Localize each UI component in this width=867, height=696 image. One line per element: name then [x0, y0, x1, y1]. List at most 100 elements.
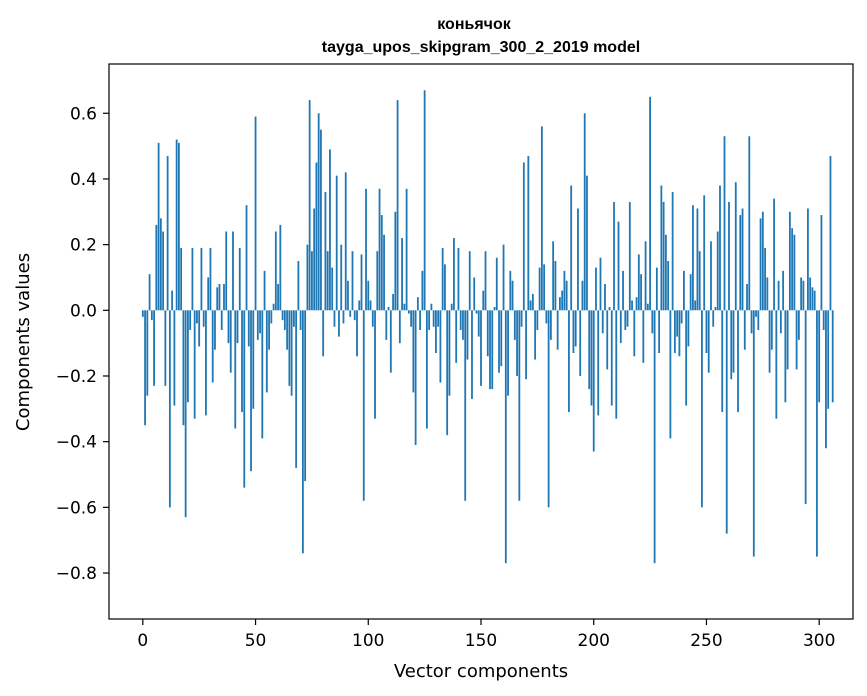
bar [714, 307, 717, 311]
bar-series [141, 90, 834, 564]
bar [435, 310, 437, 353]
bar [243, 310, 246, 488]
bar [155, 224, 158, 311]
bar [687, 310, 690, 347]
bar [764, 247, 766, 311]
bar [283, 310, 286, 330]
bar [455, 310, 458, 363]
bar [274, 231, 277, 311]
bar [791, 228, 794, 311]
bar [211, 310, 214, 383]
bar [437, 310, 440, 327]
bar [301, 310, 304, 554]
bar [407, 310, 410, 314]
bar [444, 264, 446, 311]
bar [205, 310, 207, 416]
bar [504, 310, 507, 564]
bar [631, 300, 633, 311]
bar [365, 188, 367, 311]
bar [737, 310, 739, 413]
bar [268, 310, 270, 350]
bar [214, 310, 216, 350]
bar [338, 310, 340, 337]
bar [304, 310, 307, 482]
bar [232, 231, 234, 311]
bar [522, 162, 525, 311]
bar [252, 310, 255, 409]
bar [468, 251, 471, 311]
bar [241, 310, 243, 413]
bar [162, 231, 165, 311]
bar [775, 310, 778, 419]
bar [500, 310, 503, 367]
bar [811, 287, 814, 311]
bar [466, 310, 469, 360]
bar [369, 300, 372, 311]
bar [148, 274, 151, 311]
bar [667, 261, 670, 311]
bar [295, 310, 298, 468]
bar [531, 293, 534, 311]
bar [495, 257, 498, 311]
bar [529, 300, 532, 311]
bar [218, 284, 221, 311]
bar [554, 261, 557, 311]
y-tick-label: −0.6 [56, 498, 97, 518]
bar [383, 234, 385, 311]
bar [196, 310, 198, 324]
bar [329, 149, 331, 311]
bar [568, 310, 570, 413]
bar [694, 300, 697, 311]
y-tick-label: 0.6 [70, 104, 97, 124]
bar [247, 310, 250, 347]
bar [311, 251, 313, 311]
bar [229, 310, 232, 373]
bar [518, 310, 521, 501]
bar [640, 274, 642, 311]
bar [150, 310, 153, 321]
x-axis-label: Vector components [394, 661, 568, 682]
bar [683, 270, 685, 311]
bar [374, 310, 376, 419]
bar [198, 310, 201, 347]
bar [725, 310, 728, 534]
bar [818, 310, 821, 403]
y-tick-label: −0.4 [56, 433, 97, 453]
bar [563, 270, 566, 311]
bar [807, 208, 809, 311]
bar [773, 198, 775, 311]
bar [547, 310, 550, 508]
bar [193, 310, 196, 419]
bar [581, 280, 584, 311]
bar [534, 310, 537, 360]
bar [669, 310, 672, 439]
bar [689, 274, 692, 311]
bar [477, 310, 480, 337]
bar [786, 310, 789, 370]
chart-title: коньячок [437, 16, 511, 33]
bar [351, 251, 354, 311]
bar [651, 310, 654, 334]
bar [680, 310, 683, 324]
bar [419, 310, 422, 330]
bar [392, 293, 394, 311]
bar [779, 310, 782, 334]
bar [223, 284, 225, 311]
bar [261, 310, 264, 439]
bar [788, 211, 791, 311]
bar [491, 310, 494, 390]
bar [613, 201, 615, 311]
bar [628, 201, 631, 311]
bar [795, 310, 798, 370]
bar [701, 310, 703, 508]
bar [579, 310, 582, 376]
bar [570, 185, 573, 311]
bar [493, 307, 496, 311]
bar [664, 234, 667, 311]
bar [784, 310, 787, 403]
bar [748, 136, 751, 311]
bar [770, 310, 773, 350]
bar [766, 277, 769, 311]
bar [793, 234, 796, 311]
